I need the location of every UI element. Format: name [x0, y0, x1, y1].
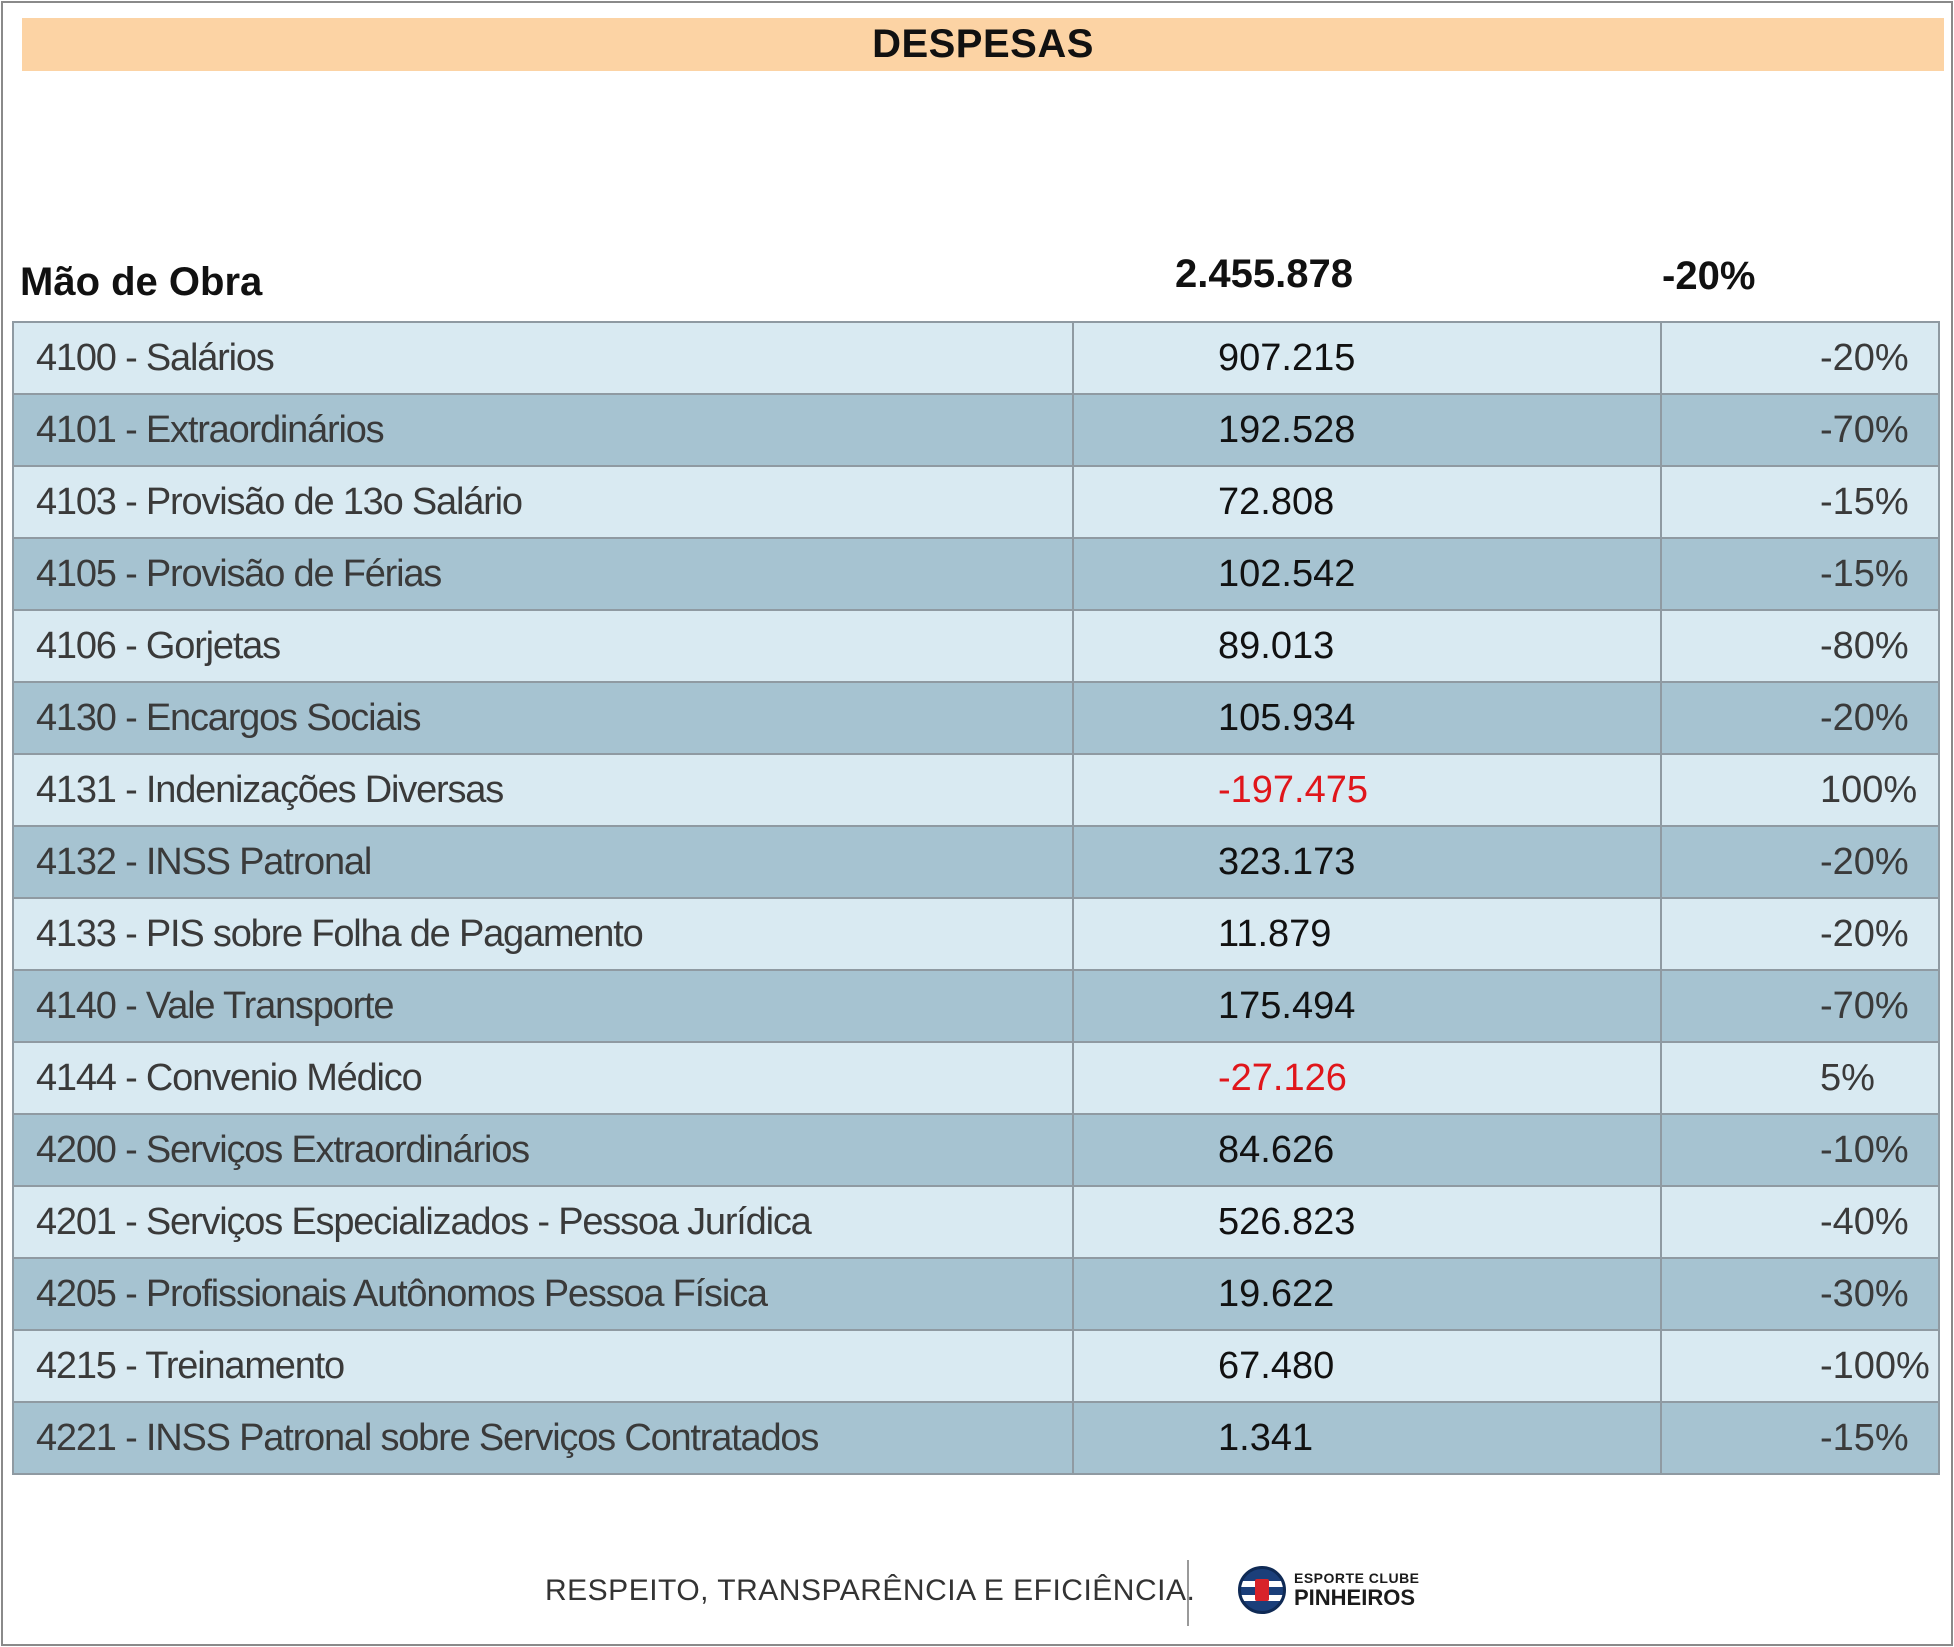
row-percent: -70%: [1660, 393, 1940, 467]
row-percent: -40%: [1660, 1185, 1940, 1259]
table-row: 4201 - Serviços Especializados - Pessoa …: [12, 1185, 1940, 1259]
footer-slogan: RESPEITO, TRANSPARÊNCIA E EFICIÊNCIA.: [545, 1574, 1196, 1607]
row-account-name: 4200 - Serviços Extraordinários: [12, 1113, 1074, 1187]
row-percent: 5%: [1660, 1041, 1940, 1115]
page-title: DESPESAS: [872, 22, 1094, 66]
table-row: 4130 - Encargos Sociais 105.934 -20%: [12, 681, 1940, 755]
table-row: 4221 - INSS Patronal sobre Serviços Cont…: [12, 1401, 1940, 1475]
row-account-name: 4221 - INSS Patronal sobre Serviços Cont…: [12, 1401, 1074, 1475]
row-percent: -20%: [1660, 825, 1940, 899]
table-row: 4140 - Vale Transporte 175.494 -70%: [12, 969, 1940, 1043]
section-percent: -20%: [1662, 254, 1756, 298]
table-row: 4131 - Indenizações Diversas -197.475 100%: [12, 753, 1940, 827]
row-value: 72.808: [1072, 465, 1662, 539]
row-account-name: 4215 - Treinamento: [12, 1329, 1074, 1403]
row-value: 175.494: [1072, 969, 1662, 1043]
footer-divider: [1187, 1560, 1189, 1626]
row-percent: -15%: [1660, 1401, 1940, 1475]
row-value: 105.934: [1072, 681, 1662, 755]
title-bar: DESPESAS: [22, 18, 1944, 71]
row-percent: -80%: [1660, 609, 1940, 683]
row-account-name: 4205 - Profissionais Autônomos Pessoa Fí…: [12, 1257, 1074, 1331]
row-percent: -20%: [1660, 897, 1940, 971]
row-account-name: 4131 - Indenizações Diversas: [12, 753, 1074, 827]
row-value: 907.215: [1072, 321, 1662, 395]
row-value: 67.480: [1072, 1329, 1662, 1403]
table-row: 4101 - Extraordinários 192.528 -70%: [12, 393, 1940, 467]
row-percent: -30%: [1660, 1257, 1940, 1331]
table-row: 4100 - Salários 907.215 -20%: [12, 321, 1940, 395]
row-percent: -20%: [1660, 321, 1940, 395]
logo-small-text: ESPORTE CLUBE: [1294, 1570, 1420, 1586]
club-crest-icon: [1238, 1566, 1286, 1614]
row-value: 192.528: [1072, 393, 1662, 467]
row-value: 1.341: [1072, 1401, 1662, 1475]
expenses-table: 4100 - Salários 907.215 -20% 4101 - Extraor…: [12, 321, 1940, 1475]
row-value: 323.173: [1072, 825, 1662, 899]
row-value: 102.542: [1072, 537, 1662, 611]
row-account-name: 4133 - PIS sobre Folha de Pagamento: [12, 897, 1074, 971]
section-total: 2.455.878: [1175, 252, 1353, 296]
table-row: 4106 - Gorjetas 89.013 -80%: [12, 609, 1940, 683]
table-row: 4205 - Profissionais Autônomos Pessoa Fí…: [12, 1257, 1940, 1331]
row-value: 84.626: [1072, 1113, 1662, 1187]
section-header: Mão de Obra 2.455.878 -20%: [20, 248, 1940, 314]
row-value: -27.126: [1072, 1041, 1662, 1115]
table-row: 4105 - Provisão de Férias 102.542 -15%: [12, 537, 1940, 611]
row-percent: -100%: [1660, 1329, 1940, 1403]
row-value: 11.879: [1072, 897, 1662, 971]
table-row: 4144 - Convenio Médico -27.126 5%: [12, 1041, 1940, 1115]
row-account-name: 4103 - Provisão de 13o Salário: [12, 465, 1074, 539]
row-account-name: 4101 - Extraordinários: [12, 393, 1074, 467]
expenses-table-body: 4100 - Salários 907.215 -20% 4101 - Extraor…: [12, 321, 1940, 1475]
row-account-name: 4106 - Gorjetas: [12, 609, 1074, 683]
row-percent: -20%: [1660, 681, 1940, 755]
row-value: -197.475: [1072, 753, 1662, 827]
club-logo-text: ESPORTE CLUBE PINHEIROS: [1294, 1571, 1420, 1609]
table-row: 4132 - INSS Patronal 323.173 -20%: [12, 825, 1940, 899]
row-value: 89.013: [1072, 609, 1662, 683]
row-percent: -70%: [1660, 969, 1940, 1043]
section-label: Mão de Obra: [20, 260, 263, 304]
row-percent: -15%: [1660, 465, 1940, 539]
table-row: 4133 - PIS sobre Folha de Pagamento 11.87…: [12, 897, 1940, 971]
row-account-name: 4100 - Salários: [12, 321, 1074, 395]
club-logo: ESPORTE CLUBE PINHEIROS: [1238, 1566, 1420, 1614]
row-account-name: 4132 - INSS Patronal: [12, 825, 1074, 899]
table-row: 4215 - Treinamento 67.480 -100%: [12, 1329, 1940, 1403]
row-value: 526.823: [1072, 1185, 1662, 1259]
table-row: 4200 - Serviços Extraordinários 84.626 -10…: [12, 1113, 1940, 1187]
row-account-name: 4201 - Serviços Especializados - Pessoa …: [12, 1185, 1074, 1259]
row-account-name: 4140 - Vale Transporte: [12, 969, 1074, 1043]
row-percent: -10%: [1660, 1113, 1940, 1187]
row-value: 19.622: [1072, 1257, 1662, 1331]
row-percent: -15%: [1660, 537, 1940, 611]
row-percent: 100%: [1660, 753, 1940, 827]
logo-big-text: PINHEIROS: [1294, 1585, 1416, 1610]
row-account-name: 4105 - Provisão de Férias: [12, 537, 1074, 611]
table-row: 4103 - Provisão de 13o Salário 72.808 -15%: [12, 465, 1940, 539]
row-account-name: 4130 - Encargos Sociais: [12, 681, 1074, 755]
row-account-name: 4144 - Convenio Médico: [12, 1041, 1074, 1115]
